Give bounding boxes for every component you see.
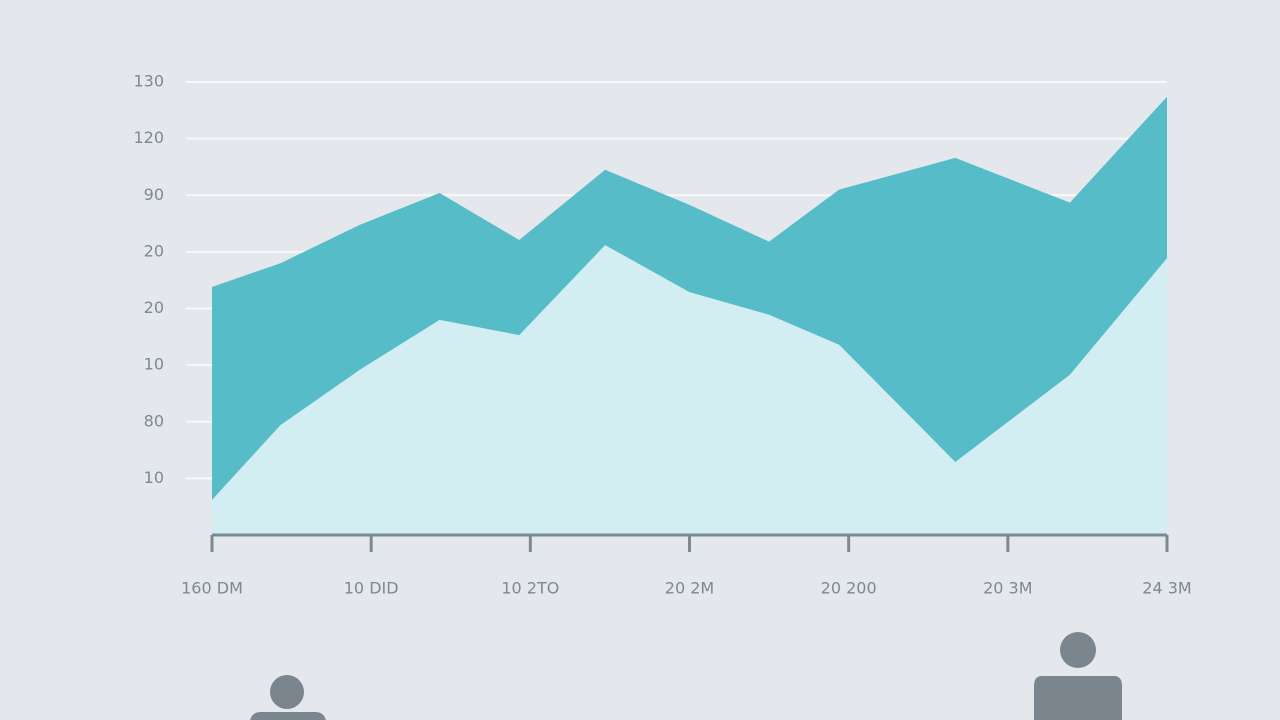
area [212,245,1167,535]
x-tick-label: 10 2TO [501,579,559,598]
y-tick-label: 20 [144,241,164,260]
x-tick-label: 24 3M [1142,579,1191,598]
x-tick-label: 10 DID [344,579,399,598]
y-tick-label: 120 [133,128,164,147]
y-tick-label: 10 [144,468,164,487]
area [212,96,1167,500]
x-tick-label: 20 3M [983,579,1032,598]
y-tick-label: 90 [144,185,164,204]
x-tick-label: 160 DM [181,579,243,598]
y-tick-label: 20 [144,298,164,317]
person-icon [250,632,1122,720]
y-tick-label: 130 [133,72,164,91]
x-tick-label: 20 200 [821,579,877,598]
y-tick-label: 10 [144,355,164,374]
plot: 10 80 10 20 20 90 120 130 160 DM 10 DID 10 2TO 20 2… [133,72,1191,598]
x-tick-label: 20 2M [665,579,714,598]
y-tick-label: 80 [144,411,164,430]
